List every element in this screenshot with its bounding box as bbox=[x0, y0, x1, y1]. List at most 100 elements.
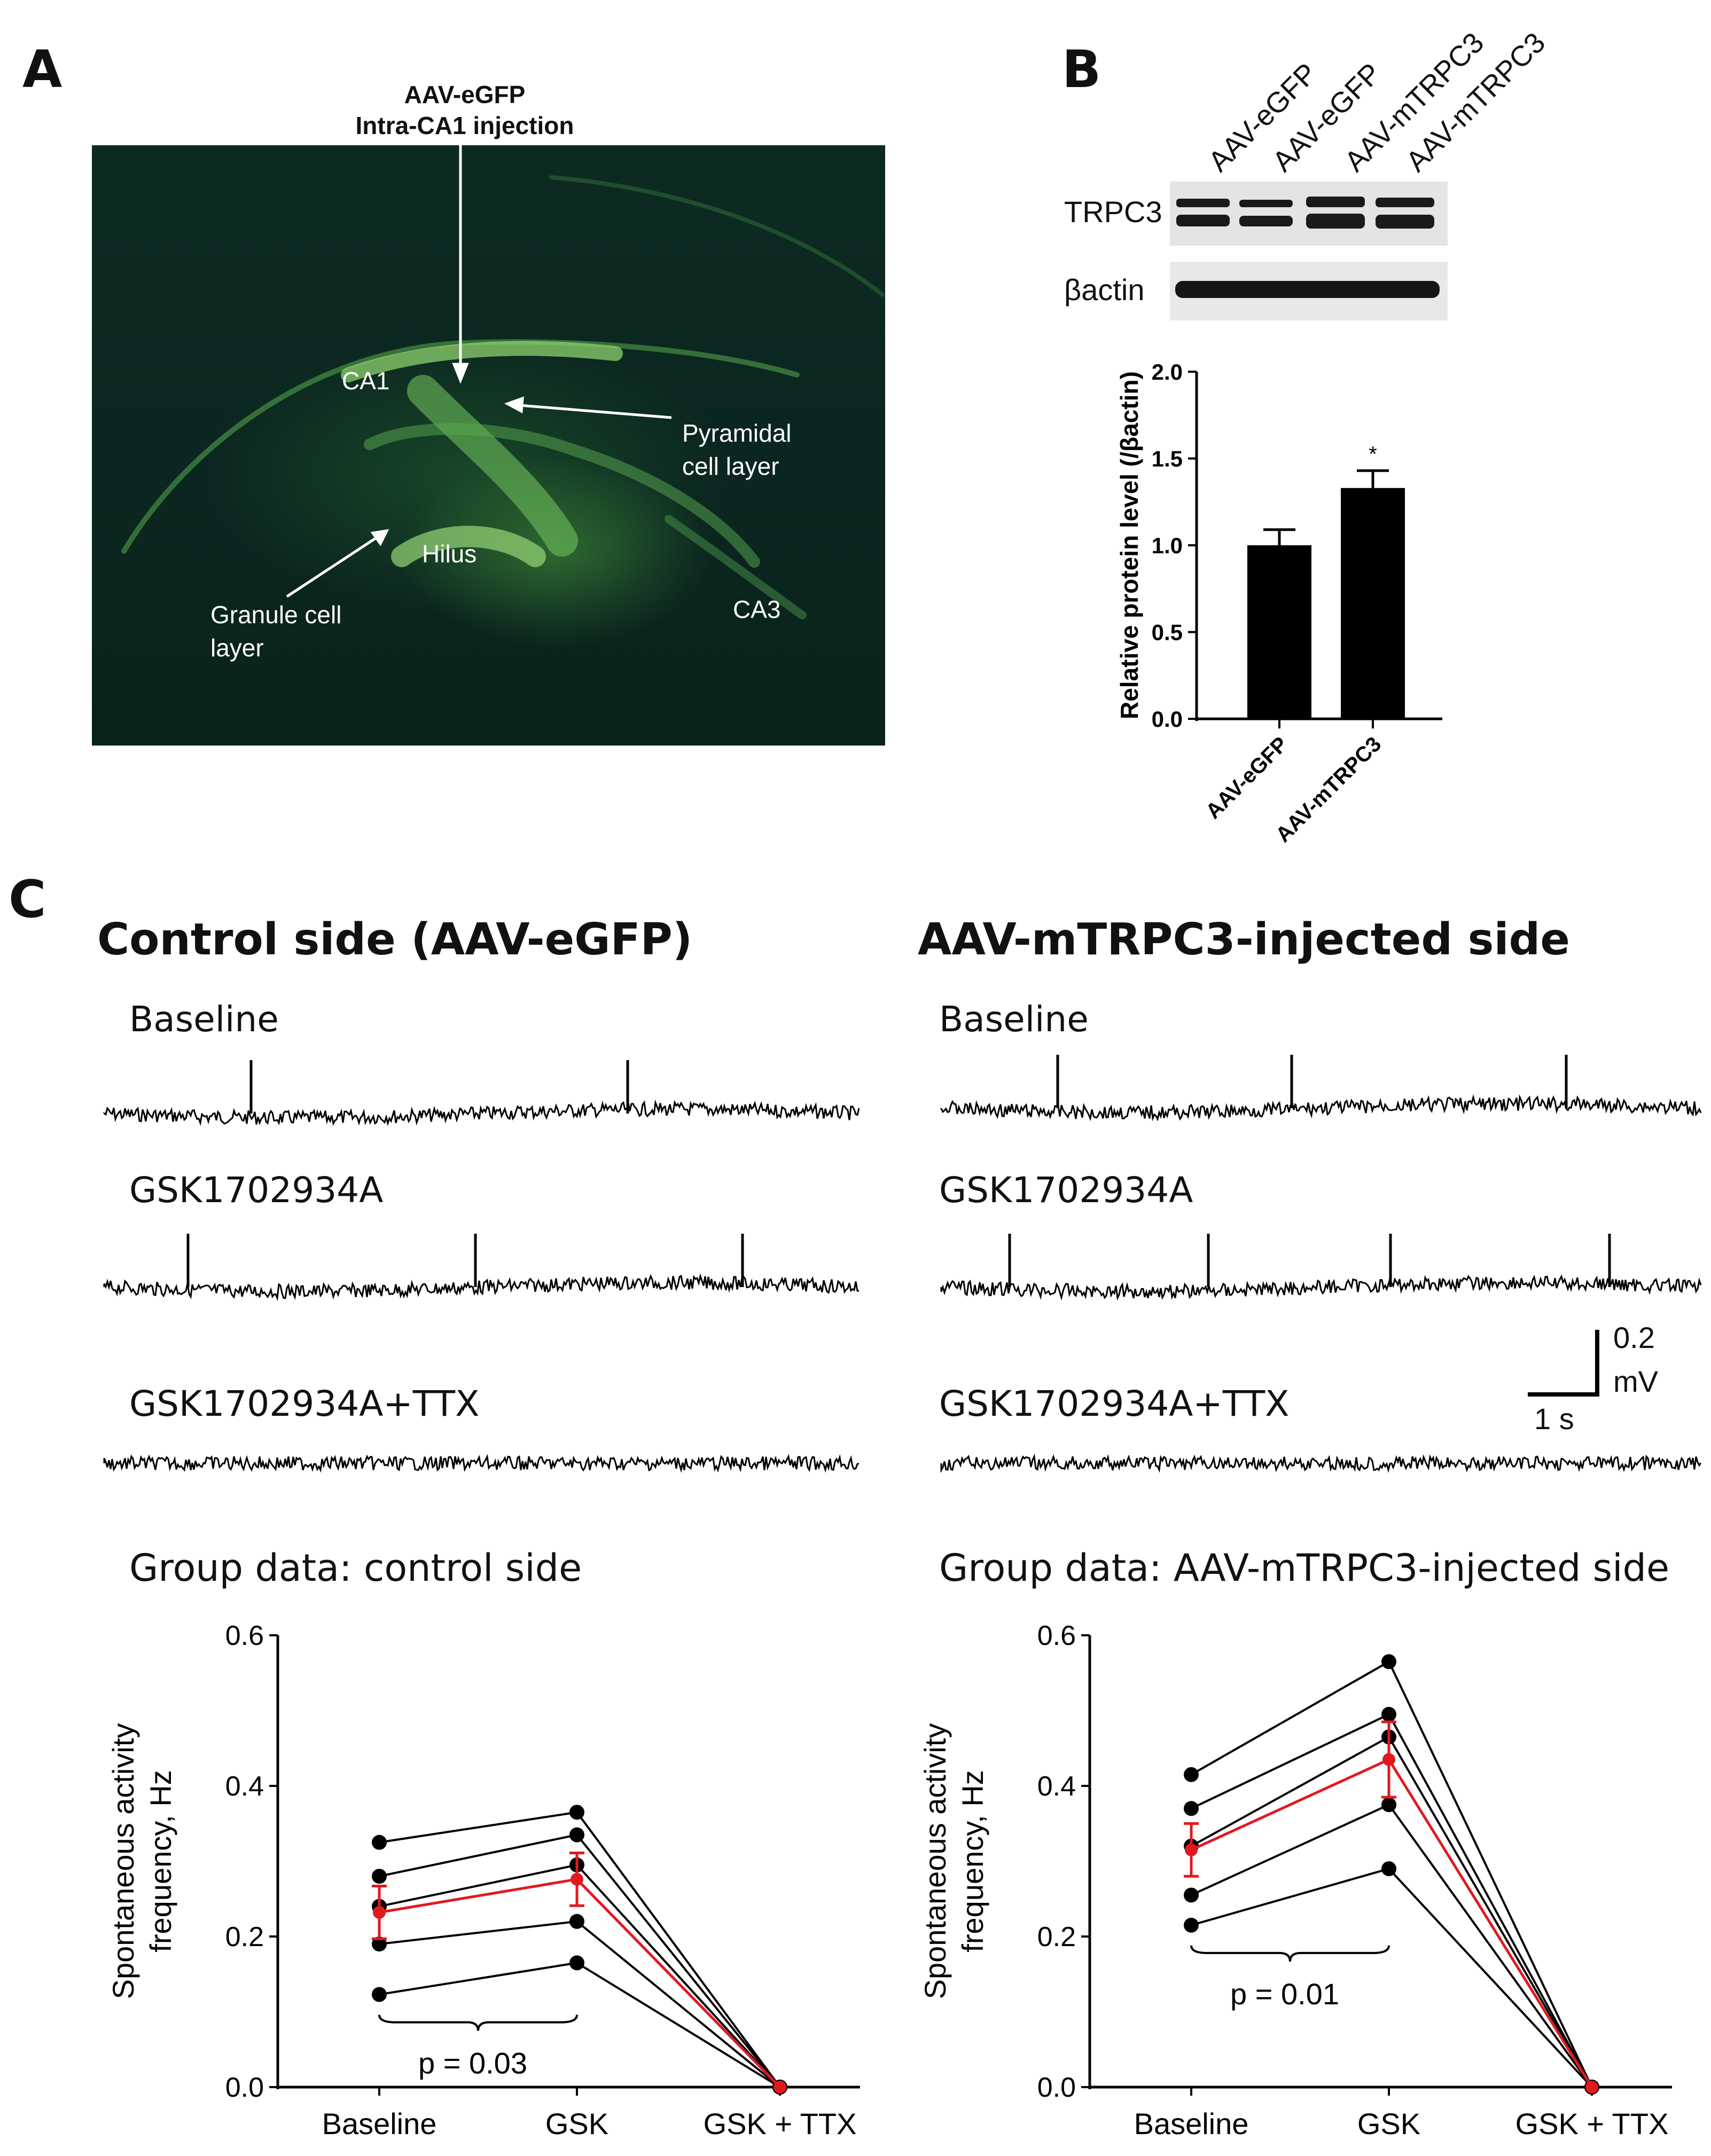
left-chart-x-tick-label: GSK + TTX bbox=[704, 2107, 857, 2141]
left-baseline-trace bbox=[103, 1099, 860, 1126]
left-chart-data-point bbox=[372, 1834, 387, 1850]
scale-bar bbox=[1528, 1330, 1599, 1397]
right-chart-series-line bbox=[1191, 1713, 1593, 2088]
right-chart-y-tick-label: 0.4 bbox=[1037, 1771, 1076, 1802]
bar-y-tick-label: 2.0 bbox=[1152, 359, 1183, 385]
scale-bar-value: 0.2 bbox=[1613, 1321, 1655, 1354]
pyramidal-label-line1: Pyramidal bbox=[682, 419, 792, 447]
trpc3-band-1b bbox=[1176, 215, 1230, 226]
left-chart-significance-bracket bbox=[378, 2014, 578, 2031]
left-gsk-ttx-label: GSK1702934A+TTX bbox=[129, 1383, 480, 1424]
right-gsk-label: GSK1702934A bbox=[939, 1170, 1193, 1211]
left-chart-data-point bbox=[372, 1937, 387, 1952]
left-group-title: Group data: control side bbox=[129, 1546, 582, 1590]
micrograph-structures bbox=[121, 145, 885, 620]
right-chart-x-tick-label: Baseline bbox=[1134, 2107, 1249, 2141]
pyramidal-arrow-line bbox=[513, 403, 672, 419]
pyramidal-label-line2: cell layer bbox=[682, 452, 779, 480]
left-header: Control side (AAV-eGFP) bbox=[97, 914, 693, 965]
left-chart-data-point bbox=[569, 1914, 584, 1929]
right-chart-data-point bbox=[1381, 1797, 1396, 1813]
left-chart-data-point bbox=[569, 1827, 584, 1843]
trpc3-band-3a bbox=[1306, 197, 1365, 207]
right-group-title: Group data: AAV-mTRPC3-injected side bbox=[939, 1546, 1670, 1590]
right-group-chart: 0.0 0.2 0.4 0.6 Spontaneous activity frequenc… bbox=[918, 1620, 1672, 2141]
panel-c-label: C bbox=[9, 869, 46, 929]
hilus-glow bbox=[391, 526, 546, 567]
bar-y-tick-label: 1.0 bbox=[1152, 533, 1183, 558]
injection-arrow-head bbox=[452, 363, 469, 384]
right-baseline-trace bbox=[940, 1094, 1702, 1122]
injection-label: AAV-eGFP Intra-CA1 injection bbox=[288, 79, 641, 141]
right-chart-series-line bbox=[1191, 1803, 1593, 2088]
right-chart-data-point bbox=[1184, 1887, 1199, 1903]
left-chart-data-point bbox=[372, 1987, 387, 2002]
left-chart-y-tick-label: 0.0 bbox=[225, 2072, 264, 2103]
ca3-label: CA3 bbox=[733, 595, 781, 623]
ca1-label: CA1 bbox=[342, 367, 390, 395]
trpc3-band-2b bbox=[1239, 216, 1293, 226]
electrophysiology-traces bbox=[103, 1055, 1702, 1473]
left-chart-y-tick-label: 0.4 bbox=[225, 1771, 264, 1802]
trpc3-band-1a bbox=[1176, 199, 1230, 207]
ca-arc-outer bbox=[121, 339, 800, 554]
bar-y-tick-label: 1.5 bbox=[1152, 446, 1183, 472]
granule-arrow-line bbox=[286, 534, 381, 598]
left-chart-y-tick-label: 0.2 bbox=[225, 1922, 264, 1953]
left-chart-x-tick-label: GSK bbox=[545, 2107, 608, 2141]
left-baseline-label: Baseline bbox=[129, 999, 279, 1040]
bar-x-tick-label: AAV-eGFP bbox=[1201, 732, 1292, 823]
bar-significance-star: * bbox=[1369, 442, 1377, 466]
inner-band bbox=[364, 423, 760, 568]
right-chart-y-label-line2: frequency, Hz bbox=[956, 1770, 989, 1952]
left-chart-p-value: p = 0.03 bbox=[418, 2047, 527, 2080]
granule-label-line1: Granule cell bbox=[210, 601, 342, 629]
left-gsk-label: GSK1702934A bbox=[129, 1170, 384, 1211]
pyramidal-band bbox=[341, 341, 623, 382]
injection-label-line2: Intra-CA1 injection bbox=[355, 112, 574, 139]
right-chart-y-tick-label: 0.0 bbox=[1037, 2072, 1076, 2103]
right-header: AAV-mTRPC3-injected side bbox=[918, 914, 1570, 965]
granule-label: Granule cell layer bbox=[210, 598, 341, 664]
right-chart-y-label-line1: Spontaneous activity bbox=[918, 1723, 952, 2000]
bar-y-tick-label: 0.0 bbox=[1152, 707, 1183, 732]
right-gsk-ttx-label: GSK1702934A+TTX bbox=[939, 1383, 1290, 1424]
injection-track bbox=[407, 375, 578, 556]
right-gsk-trace bbox=[940, 1274, 1702, 1301]
pyramidal-label: Pyramidal cell layer bbox=[682, 417, 792, 483]
left-chart-mean-point bbox=[571, 1872, 583, 1886]
right-chart-data-point bbox=[1184, 1767, 1199, 1782]
left-chart-y-label-line2: frequency, Hz bbox=[144, 1770, 177, 1952]
right-chart-data-point bbox=[1381, 1654, 1396, 1669]
right-chart-data-point bbox=[1184, 1801, 1199, 1816]
panel-a-label: A bbox=[22, 40, 62, 99]
left-chart-data-point bbox=[569, 1805, 584, 1820]
left-chart-x-tick-label: Baseline bbox=[322, 2107, 437, 2141]
blot-label-bactin: βactin bbox=[1064, 273, 1145, 307]
left-chart-mean-point bbox=[373, 1906, 386, 1919]
bactin-band bbox=[1175, 281, 1440, 298]
right-chart-p-value: p = 0.01 bbox=[1230, 1977, 1339, 2011]
right-chart-y-tick-label: 0.2 bbox=[1037, 1922, 1076, 1953]
trpc3-blot-bg bbox=[1170, 182, 1448, 246]
blot-label-trpc3: TRPC3 bbox=[1064, 195, 1162, 229]
left-chart-mean-point bbox=[774, 2081, 786, 2094]
trpc3-band-2a bbox=[1239, 200, 1293, 207]
trpc3-band-4a bbox=[1376, 198, 1434, 207]
hilus-label: Hilus bbox=[422, 540, 477, 568]
right-baseline-label: Baseline bbox=[939, 999, 1089, 1040]
scale-bar-unit: mV bbox=[1613, 1365, 1658, 1398]
right-chart-mean-point bbox=[1585, 2081, 1598, 2094]
right-chart-mean-point bbox=[1382, 1753, 1395, 1766]
left-chart-data-point bbox=[569, 1955, 584, 1971]
protein-bar-chart: 0.0 0.5 1.0 1.5 2.0 Relative protein level (/… bbox=[1115, 359, 1442, 847]
right-chart-series-line bbox=[1191, 1735, 1593, 2088]
right-chart-x-tick-label: GSK bbox=[1357, 2107, 1420, 2141]
cortex-edge bbox=[549, 175, 885, 297]
right-chart-data-point bbox=[1381, 1861, 1396, 1877]
granule-label-line2: layer bbox=[210, 634, 264, 662]
bar-2 bbox=[1341, 488, 1405, 719]
bar-y-tick-label: 0.5 bbox=[1152, 620, 1183, 645]
left-chart-y-tick-label: 0.6 bbox=[225, 1620, 264, 1651]
